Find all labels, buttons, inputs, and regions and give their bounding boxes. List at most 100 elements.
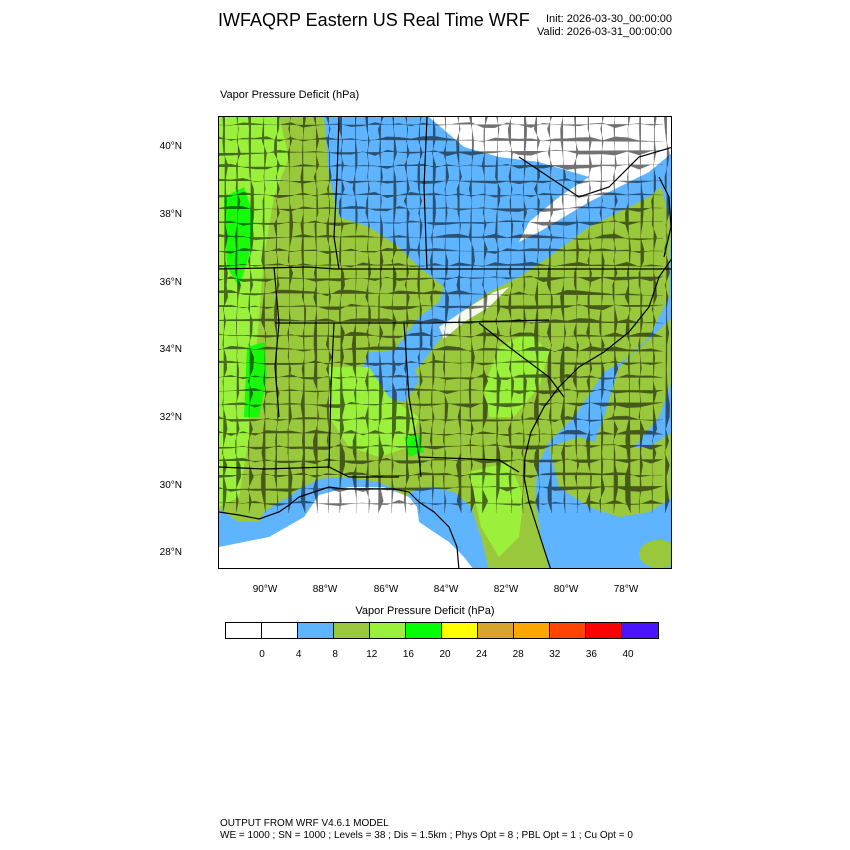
county-line xyxy=(403,117,411,514)
colorbar-swatch xyxy=(406,623,442,638)
green-spot-georgia xyxy=(404,435,424,457)
county-line xyxy=(533,117,541,514)
county-line xyxy=(219,261,664,268)
county-line xyxy=(219,485,664,493)
county-line xyxy=(219,457,664,465)
colorbar-swatch xyxy=(514,623,550,638)
white-ridge-strip xyxy=(439,287,509,339)
county-line xyxy=(391,117,397,514)
lon-label-80w: 80°W xyxy=(553,584,579,595)
county-line xyxy=(612,117,619,514)
county-line xyxy=(260,117,267,514)
county-line xyxy=(377,117,385,514)
colorbar-tick-label: 24 xyxy=(476,649,488,660)
county-line xyxy=(521,117,528,514)
county-line xyxy=(651,117,658,514)
county-line xyxy=(312,117,320,514)
offshore-olive-area xyxy=(589,318,671,477)
lon-label-86w: 86°W xyxy=(373,584,399,595)
colorbar-tick-label: 36 xyxy=(585,649,597,660)
county-line xyxy=(468,117,476,514)
colorbar-swatch xyxy=(622,623,658,638)
county-line xyxy=(624,117,631,514)
county-line xyxy=(481,117,489,514)
gulf-white-area xyxy=(219,487,473,568)
lon-label-84w: 84°W xyxy=(433,584,459,595)
colorbar-swatch xyxy=(334,623,370,638)
county-line xyxy=(546,117,554,514)
lat-label-38n: 38°N xyxy=(159,209,182,220)
county-line xyxy=(219,471,664,478)
county-line xyxy=(300,117,307,514)
lon-label-88w: 88°W xyxy=(312,584,338,595)
county-line xyxy=(219,233,664,241)
county-line xyxy=(559,117,567,514)
valid-time: Valid: 2026-03-31_00:00:00 xyxy=(537,26,672,38)
footer-config-line: WE = 1000 ; SN = 1000 ; Levels = 38 ; Di… xyxy=(220,830,633,841)
county-line xyxy=(351,117,358,514)
county-line xyxy=(417,117,423,514)
lat-label-32n: 32°N xyxy=(159,412,182,423)
bright-green-southeast xyxy=(484,332,549,417)
county-line xyxy=(507,117,515,514)
colorbar-tick-label: 40 xyxy=(622,649,634,660)
county-line xyxy=(219,122,664,129)
lat-label-36n: 36°N xyxy=(159,277,182,288)
colorbar-swatch xyxy=(478,623,514,638)
colorbar xyxy=(225,622,659,639)
county-line xyxy=(638,117,645,514)
colorbar-swatch xyxy=(550,623,586,638)
county-line xyxy=(287,117,294,514)
county-line xyxy=(219,149,664,157)
lat-label-28n: 28°N xyxy=(159,547,182,558)
colorbar-tick-label: 0 xyxy=(259,649,265,660)
coastline xyxy=(219,176,671,568)
lon-label-82w: 82°W xyxy=(493,584,519,595)
lon-label-78w: 78°W xyxy=(613,584,639,595)
county-line xyxy=(572,117,580,514)
county-line xyxy=(325,117,333,514)
init-time: Init: 2026-03-30_00:00:00 xyxy=(546,13,672,25)
colorbar-tick-label: 4 xyxy=(295,649,302,660)
county-line xyxy=(219,191,664,199)
colorbar-tick-label: 8 xyxy=(332,649,338,660)
model-footer: OUTPUT FROM WRF V4.6.1 MODEL WE = 1000 ;… xyxy=(220,818,633,842)
county-line xyxy=(219,220,663,226)
county-line xyxy=(494,117,502,514)
county-line xyxy=(456,117,462,514)
county-line xyxy=(365,117,371,514)
vpd-map xyxy=(219,117,671,568)
county-line xyxy=(219,275,664,283)
colorbar-tick-label: 28 xyxy=(512,649,524,660)
lat-label-34n: 34°N xyxy=(159,344,182,355)
colorbar-swatch xyxy=(262,623,298,638)
colorbar-tick-label: 20 xyxy=(439,649,451,660)
map-panel xyxy=(218,116,672,569)
county-line xyxy=(599,117,605,514)
colorbar-swatch xyxy=(370,623,406,638)
county-line xyxy=(442,117,450,514)
county-line xyxy=(219,178,664,185)
colorbar-swatch xyxy=(226,623,262,638)
county-line xyxy=(234,117,242,514)
county-line xyxy=(586,117,593,514)
county-line xyxy=(247,117,255,514)
county-line xyxy=(219,401,664,408)
colorbar-tick-label: 16 xyxy=(402,649,414,660)
county-line xyxy=(338,117,345,514)
colorbar-swatch xyxy=(586,623,622,638)
county-lines xyxy=(219,117,670,514)
county-line xyxy=(219,388,664,395)
lat-label-40n: 40°N xyxy=(159,141,182,152)
field-title: Vapor Pressure Deficit (hPa) xyxy=(220,89,360,101)
footer-model-line: OUTPUT FROM WRF V4.6.1 MODEL xyxy=(220,818,389,829)
offshore-olive-patch xyxy=(639,540,671,568)
county-line xyxy=(219,415,664,423)
county-line xyxy=(219,345,664,352)
run-times: Init: 2026-03-30_00:00:00 Valid: 2026-03… xyxy=(537,13,672,39)
lat-label-30n: 30°N xyxy=(159,480,182,491)
county-line xyxy=(429,117,436,514)
colorbar-title: Vapor Pressure Deficit (hPa) xyxy=(355,605,495,617)
county-line xyxy=(219,359,664,366)
colorbar-swatch xyxy=(442,623,478,638)
